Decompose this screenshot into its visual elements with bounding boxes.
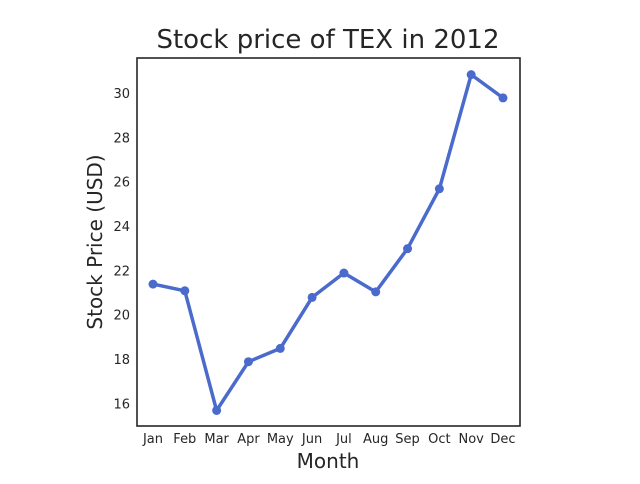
x-tick-label: Jan	[142, 432, 163, 447]
data-point	[180, 286, 190, 296]
series-line	[151, 72, 505, 413]
data-point	[243, 357, 253, 367]
x-axis-label: Month	[297, 449, 360, 473]
y-tick-label: 30	[113, 87, 130, 102]
data-point	[466, 70, 476, 80]
x-tick-label: Apr	[237, 432, 260, 447]
x-tick-label: Sep	[395, 432, 420, 447]
y-tick-label: 18	[113, 353, 130, 368]
x-tick-label: May	[267, 432, 294, 447]
x-tick-label: Mar	[204, 432, 229, 447]
x-tick-label: Jun	[301, 432, 322, 447]
data-point	[275, 343, 285, 353]
y-tick-label: 28	[113, 131, 130, 146]
x-tick-label: Nov	[458, 432, 484, 447]
x-tick-label: Oct	[428, 432, 450, 447]
data-point	[148, 279, 158, 289]
data-point	[371, 287, 381, 297]
data-point	[498, 93, 508, 103]
y-tick-label: 24	[113, 220, 130, 235]
x-tick-label: Dec	[490, 432, 515, 447]
data-point	[339, 268, 349, 278]
y-axis-label: Stock Price (USD)	[83, 154, 107, 329]
y-tick-label: 26	[113, 176, 130, 191]
y-axis-ticks: 16 18 20 22 24 26 28 30	[113, 87, 130, 412]
y-tick-label: 16	[113, 397, 130, 412]
x-axis-ticks: Jan Feb Mar Apr May Jun Jul Aug Sep Oct Nov Dec	[142, 432, 516, 447]
x-tick-label: Aug	[363, 432, 388, 447]
plot-area-frame	[136, 57, 521, 427]
x-tick-label: Jul	[335, 432, 352, 447]
y-tick-label: 20	[113, 309, 130, 324]
chart-title: Stock price of TEX in 2012	[156, 25, 499, 55]
data-points	[148, 70, 508, 415]
data-point	[307, 292, 317, 302]
data-point	[212, 405, 222, 415]
data-point	[403, 244, 413, 254]
y-tick-label: 22	[113, 264, 130, 279]
x-tick-label: Feb	[173, 432, 196, 447]
data-point	[434, 184, 444, 194]
